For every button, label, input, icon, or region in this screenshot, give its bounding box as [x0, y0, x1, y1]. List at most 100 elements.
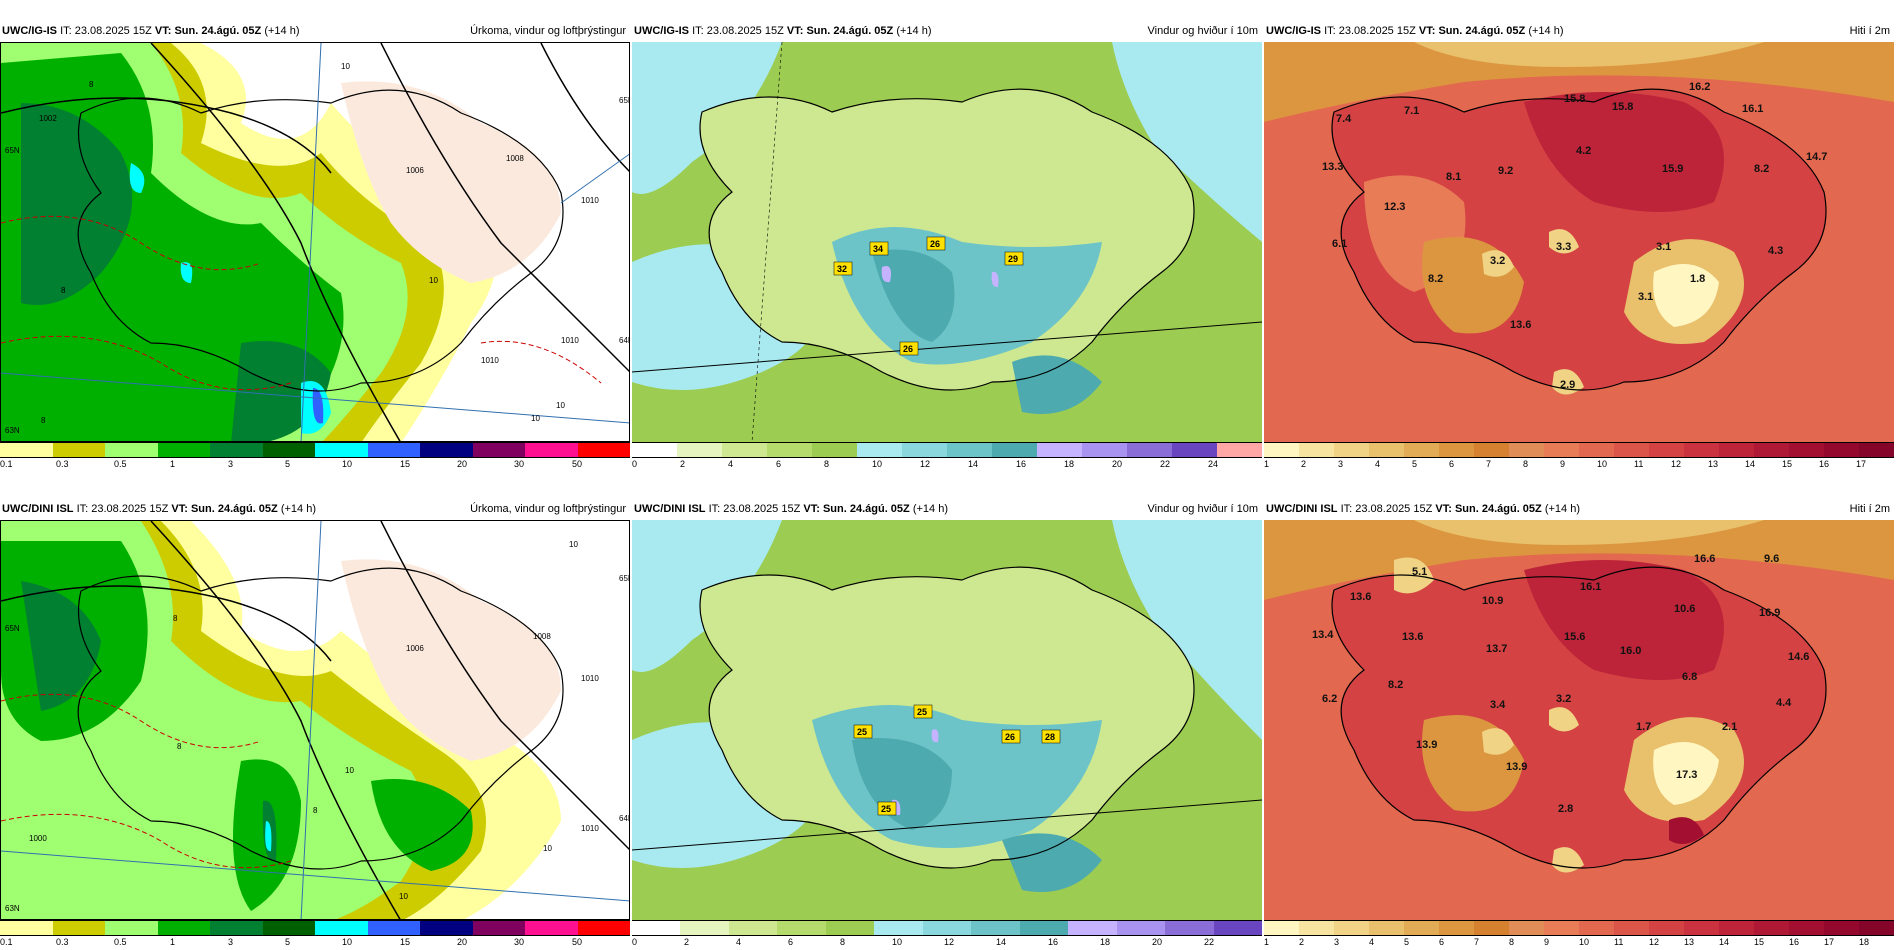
temp-label: 10 [543, 844, 552, 853]
issue-time: 23.08.2025 15Z [74, 25, 152, 37]
temp-value: 15.9 [1662, 163, 1683, 175]
map-temp: 16.2 15.8 15.8 7.4 7.1 16.1 4.2 13.3 12.… [1264, 42, 1894, 442]
lat-label: 65N [619, 574, 630, 583]
temp-value: 8.2 [1754, 163, 1769, 175]
panel-header: UWC/DINI ISL IT: 23.08.2025 15Z VT: Sun.… [1264, 498, 1894, 520]
temp-value: 1.7 [1636, 721, 1651, 733]
temp-value: 2.1 [1722, 721, 1737, 733]
temp-value: 13.6 [1510, 319, 1531, 331]
temp-label: 10 [399, 892, 408, 901]
colorbar-swatches [632, 920, 1263, 936]
gust-label: 25 [881, 804, 891, 814]
temp-label: 10 [569, 540, 578, 549]
pressure-label: 1010 [581, 196, 599, 205]
temp-value: 12.3 [1384, 201, 1405, 213]
panel-title: Úrkoma, vindur og loftþrýstingur [470, 25, 626, 37]
panel-header: UWC/IG-IS IT: 23.08.2025 15Z VT: Sun. 24… [1264, 20, 1894, 42]
panel-precip-igis: UWC/IG-IS IT: 23.08.2025 15Z VT: Sun. 24… [0, 20, 630, 472]
temp-value: 16.1 [1580, 581, 1601, 593]
temp-value: 4.4 [1776, 697, 1792, 709]
panel-wind-dini: UWC/DINI ISL IT: 23.08.2025 15Z VT: Sun.… [632, 498, 1263, 950]
panel-wind-igis: UWC/IG-IS IT: 23.08.2025 15Z VT: Sun. 24… [632, 20, 1262, 472]
temp-value: 3.1 [1638, 291, 1653, 303]
temp-map-graphic: 16.2 15.8 15.8 7.4 7.1 16.1 4.2 13.3 12.… [1264, 42, 1894, 442]
temp-label: 10 [345, 766, 354, 775]
pressure-label: 1008 [533, 632, 551, 641]
temp-value: 13.9 [1506, 761, 1527, 773]
temp-label: 10 [429, 276, 438, 285]
panel-title: Úrkoma, vindur og loftþrýstingur [470, 503, 626, 515]
valid-time: Sun. 24.ágú. 05Z [1438, 25, 1526, 37]
temp-value: 10.6 [1674, 603, 1695, 615]
temperature-values: 16.2 15.8 15.8 7.4 7.1 16.1 4.2 13.3 12.… [1322, 81, 1827, 391]
temp-value: 16.6 [1694, 553, 1715, 565]
temp-value: 15.8 [1564, 93, 1585, 105]
temp-label: 10 [341, 62, 350, 71]
panel-header: UWC/DINI ISL IT: 23.08.2025 15Z VT: Sun.… [632, 498, 1262, 520]
temp-colorbar: 1 2 3 4 5 6 7 8 9 10 11 12 13 14 15 16 1… [1264, 442, 1894, 472]
temp-value: 5.1 [1412, 566, 1427, 578]
lead-time: (+14 h) [264, 25, 300, 37]
temp-label: 10 [556, 401, 565, 410]
colorbar-ticks: 0 2 4 6 8 10 12 14 16 18 20 22 [632, 937, 1215, 947]
valid-time: Sun. 24.ágú. 05Z [1454, 503, 1542, 515]
map-wind: 34 32 26 29 26 [632, 42, 1262, 442]
panel-temp-dini: UWC/DINI ISL IT: 23.08.2025 15Z VT: Sun.… [1264, 498, 1894, 950]
lat-label: 65N [619, 96, 630, 105]
temp-value: 1.8 [1690, 273, 1705, 285]
temperature-values: 16.6 9.6 5.1 13.6 10.9 16.1 10.6 13.4 13… [1312, 553, 1809, 815]
temp-value: 4.3 [1768, 245, 1783, 257]
temp-value: 8.2 [1388, 679, 1403, 691]
wind-colorbar: 0 2 4 6 8 10 12 14 16 18 20 22 [632, 920, 1263, 950]
map-wind: 25 25 26 28 25 [632, 520, 1262, 920]
lat-label: 65N [5, 146, 20, 155]
panel-header: UWC/IG-IS IT: 23.08.2025 15Z VT: Sun. 24… [632, 20, 1262, 42]
temp-value: 9.6 [1764, 553, 1779, 565]
temp-value: 13.9 [1416, 739, 1437, 751]
temp-value: 4.2 [1576, 145, 1591, 157]
lat-label: 63N [5, 426, 20, 435]
temp-value: 16.9 [1759, 607, 1780, 619]
gust-label: 25 [917, 707, 927, 717]
wind-map-graphic: 25 25 26 28 25 [632, 520, 1262, 920]
precip-map-graphic: 1002 1006 1008 1010 1010 1010 10 8 10 8 … [1, 43, 630, 441]
pressure-label: 1010 [581, 674, 599, 683]
precip-colorbar: 0.1 0.3 0.5 1 3 5 10 15 20 30 50 [0, 442, 630, 472]
pressure-label: 1000 [29, 834, 47, 843]
colorbar-ticks: 0 2 4 6 8 10 12 14 16 18 20 22 24 [632, 459, 1219, 469]
lat-label: 64N [619, 336, 630, 345]
issue-time: 23.08.2025 15Z [91, 503, 169, 515]
colorbar-swatches [1264, 442, 1894, 458]
precip-colorbar: 0.1 0.3 0.5 1 3 5 10 15 20 30 50 [0, 920, 630, 950]
wind-colorbar: 0 2 4 6 8 10 12 14 16 18 20 22 24 [632, 442, 1262, 472]
lead-time: (+14 h) [280, 503, 316, 515]
panel-temp-igis: UWC/IG-IS IT: 23.08.2025 15Z VT: Sun. 24… [1264, 20, 1894, 472]
valid-time: Sun. 24.ágú. 05Z [174, 25, 262, 37]
temp-label: 8 [61, 286, 66, 295]
lat-label: 63N [5, 904, 20, 913]
temp-value: 2.9 [1560, 379, 1575, 391]
pressure-label: 1006 [406, 644, 424, 653]
pressure-label: 1006 [406, 166, 424, 175]
model-name: UWC/IG-IS [1266, 25, 1321, 37]
temp-value: 9.2 [1498, 165, 1513, 177]
precip-map-graphic: 1000 1006 1008 1010 1010 10 8 10 8 10 8 … [1, 521, 630, 919]
temp-value: 13.6 [1350, 591, 1371, 603]
valid-time: Sun. 24.ágú. 05Z [806, 25, 894, 37]
model-name: UWC/DINI ISL [2, 503, 74, 515]
panel-title: Vindur og hviður í 10m [1147, 503, 1258, 515]
panel-title: Vindur og hviður í 10m [1147, 25, 1258, 37]
temp-value: 3.3 [1556, 241, 1571, 253]
map-precip: 1000 1006 1008 1010 1010 10 8 10 8 10 8 … [0, 520, 630, 920]
wind-map-graphic: 34 32 26 29 26 [632, 42, 1262, 442]
colorbar-swatches [1264, 920, 1894, 936]
colorbar-swatches [632, 442, 1262, 458]
temp-value: 16.1 [1742, 103, 1763, 115]
panel-precip-dini: UWC/DINI ISL IT: 23.08.2025 15Z VT: Sun.… [0, 498, 630, 950]
temp-value: 3.4 [1490, 699, 1506, 711]
colorbar-ticks: 1 2 3 4 5 6 7 8 9 10 11 12 13 14 15 16 1… [1264, 937, 1870, 947]
lat-label: 64N [619, 814, 630, 823]
temp-value: 6.1 [1332, 238, 1347, 250]
issue-time: 23.08.2025 15Z [706, 25, 784, 37]
lead-time: (+14 h) [912, 503, 948, 515]
